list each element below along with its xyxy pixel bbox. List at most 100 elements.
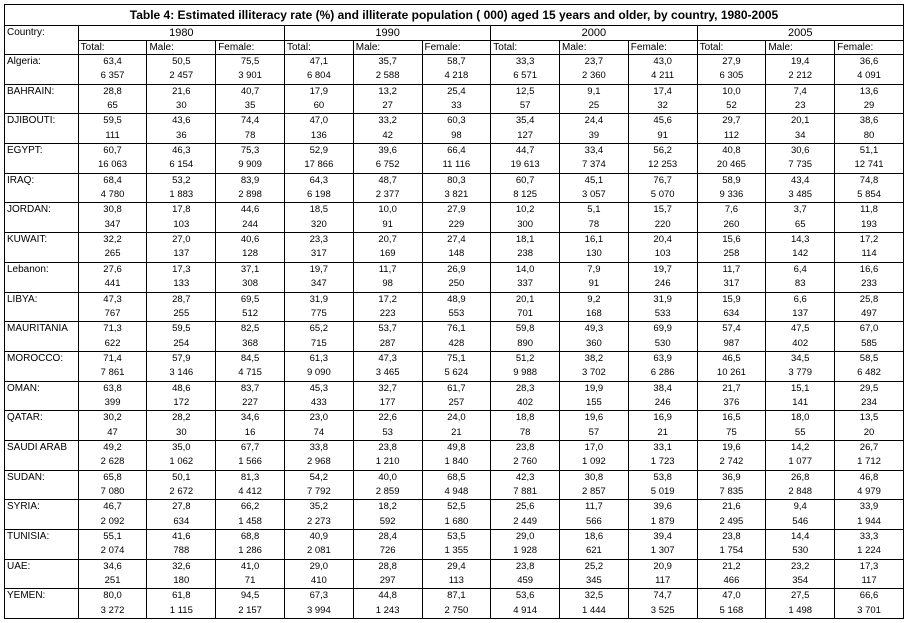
pop-value: 553 (422, 307, 491, 322)
rate-value: 18,6 (560, 530, 629, 545)
pop-value: 775 (284, 307, 353, 322)
table-row: YEMEN:80,061,894,567,344,887,153,632,574… (5, 589, 904, 604)
rate-value: 29,4 (422, 559, 491, 574)
rate-value: 47,3 (78, 292, 147, 307)
table-row: UAE:34,632,641,029,028,829,423,825,220,9… (5, 559, 904, 574)
rate-value: 55,1 (78, 530, 147, 545)
pop-value: 1 224 (835, 544, 904, 559)
rate-value: 29,0 (284, 559, 353, 574)
rate-value: 16,1 (560, 233, 629, 248)
pop-value: 238 (491, 247, 560, 262)
rate-value: 33,8 (284, 440, 353, 455)
pop-value: 17 866 (284, 158, 353, 173)
rate-value: 27,8 (147, 500, 216, 515)
rate-value: 9,2 (560, 292, 629, 307)
pop-value: 2 848 (766, 485, 835, 500)
pop-value: 11 116 (422, 158, 491, 173)
pop-value: 30 (147, 426, 216, 441)
rate-value: 16,9 (628, 411, 697, 426)
pop-value: 128 (216, 247, 285, 262)
pop-value: 29 (835, 99, 904, 114)
rate-value: 15,1 (766, 381, 835, 396)
rate-value: 76,1 (422, 322, 491, 337)
pop-value: 592 (353, 515, 422, 530)
pop-value: 1 498 (766, 604, 835, 619)
table-row: QATAR:30,228,234,623,022,624,018,819,616… (5, 411, 904, 426)
pop-value: 2 457 (147, 69, 216, 84)
pop-value: 376 (697, 396, 766, 411)
rate-value: 35,7 (353, 55, 422, 70)
rate-value: 51,2 (491, 351, 560, 366)
rate-value: 53,8 (628, 470, 697, 485)
rate-value: 23,2 (766, 559, 835, 574)
pop-value: 57 (560, 426, 629, 441)
table-row: 6 3572 4573 9016 8042 5884 2186 5712 360… (5, 69, 904, 84)
rate-value: 46,8 (835, 470, 904, 485)
rate-value: 42,3 (491, 470, 560, 485)
rate-value: 14,4 (766, 530, 835, 545)
rate-value: 58,7 (422, 55, 491, 70)
pop-value: 246 (628, 396, 697, 411)
pop-value: 57 (491, 99, 560, 114)
rate-value: 68,5 (422, 470, 491, 485)
pop-value: 6 482 (835, 366, 904, 381)
rate-value: 32,7 (353, 381, 422, 396)
pop-value: 117 (835, 574, 904, 589)
pop-value: 4 979 (835, 485, 904, 500)
rate-value: 34,6 (216, 411, 285, 426)
pop-value: 8 125 (491, 188, 560, 203)
rate-value: 28,2 (147, 411, 216, 426)
rate-value: 60,7 (491, 173, 560, 188)
pop-value: 621 (560, 544, 629, 559)
table-row: 653035602733572532522329 (5, 99, 904, 114)
pop-value: 177 (353, 396, 422, 411)
pop-value: 1 062 (147, 455, 216, 470)
pop-value: 767 (78, 307, 147, 322)
pop-value: 1 092 (560, 455, 629, 470)
rate-value: 10,0 (353, 203, 422, 218)
pop-value: 258 (697, 247, 766, 262)
pop-value: 533 (628, 307, 697, 322)
rate-value: 63,9 (628, 351, 697, 366)
rate-value: 24,4 (560, 114, 629, 129)
pop-value: 234 (835, 396, 904, 411)
pop-value: 2 449 (491, 515, 560, 530)
pop-value: 7 835 (697, 485, 766, 500)
rate-value: 66,6 (835, 589, 904, 604)
rate-value: 53,2 (147, 173, 216, 188)
rate-value: 84,5 (216, 351, 285, 366)
pop-value: 27 (353, 99, 422, 114)
rate-value: 23,0 (284, 411, 353, 426)
rate-value: 31,9 (628, 292, 697, 307)
rate-value: 80,0 (78, 589, 147, 604)
pop-value: 1 210 (353, 455, 422, 470)
pop-value: 345 (560, 574, 629, 589)
country-header: Country: (5, 26, 79, 55)
pop-value: 98 (422, 129, 491, 144)
rate-value: 44,7 (491, 144, 560, 159)
pop-value: 113 (422, 574, 491, 589)
country-name: SAUDI ARAB (5, 440, 79, 470)
rate-value: 9,4 (766, 500, 835, 515)
rate-value: 5,1 (560, 203, 629, 218)
pop-value: 19 613 (491, 158, 560, 173)
rate-value: 30,8 (560, 470, 629, 485)
rate-value: 13,6 (835, 84, 904, 99)
table-row: 25118071410297113459345117466354117 (5, 574, 904, 589)
pop-value: 83 (766, 277, 835, 292)
table-row: OMAN:63,848,683,745,332,761,728,319,938,… (5, 381, 904, 396)
pop-value: 4 211 (628, 69, 697, 84)
rate-value: 15,7 (628, 203, 697, 218)
pop-value: 1 840 (422, 455, 491, 470)
pop-value: 2 742 (697, 455, 766, 470)
pop-value: 354 (766, 574, 835, 589)
rate-value: 17,0 (560, 440, 629, 455)
table-row: 7 8613 1464 7159 0903 4655 6249 9883 702… (5, 366, 904, 381)
rate-value: 11,7 (560, 500, 629, 515)
rate-value: 64,3 (284, 173, 353, 188)
pop-value: 6 286 (628, 366, 697, 381)
pop-value: 1 458 (216, 515, 285, 530)
rate-value: 23,8 (491, 440, 560, 455)
country-name: MAURITANIA (5, 322, 79, 352)
rate-value: 57,4 (697, 322, 766, 337)
